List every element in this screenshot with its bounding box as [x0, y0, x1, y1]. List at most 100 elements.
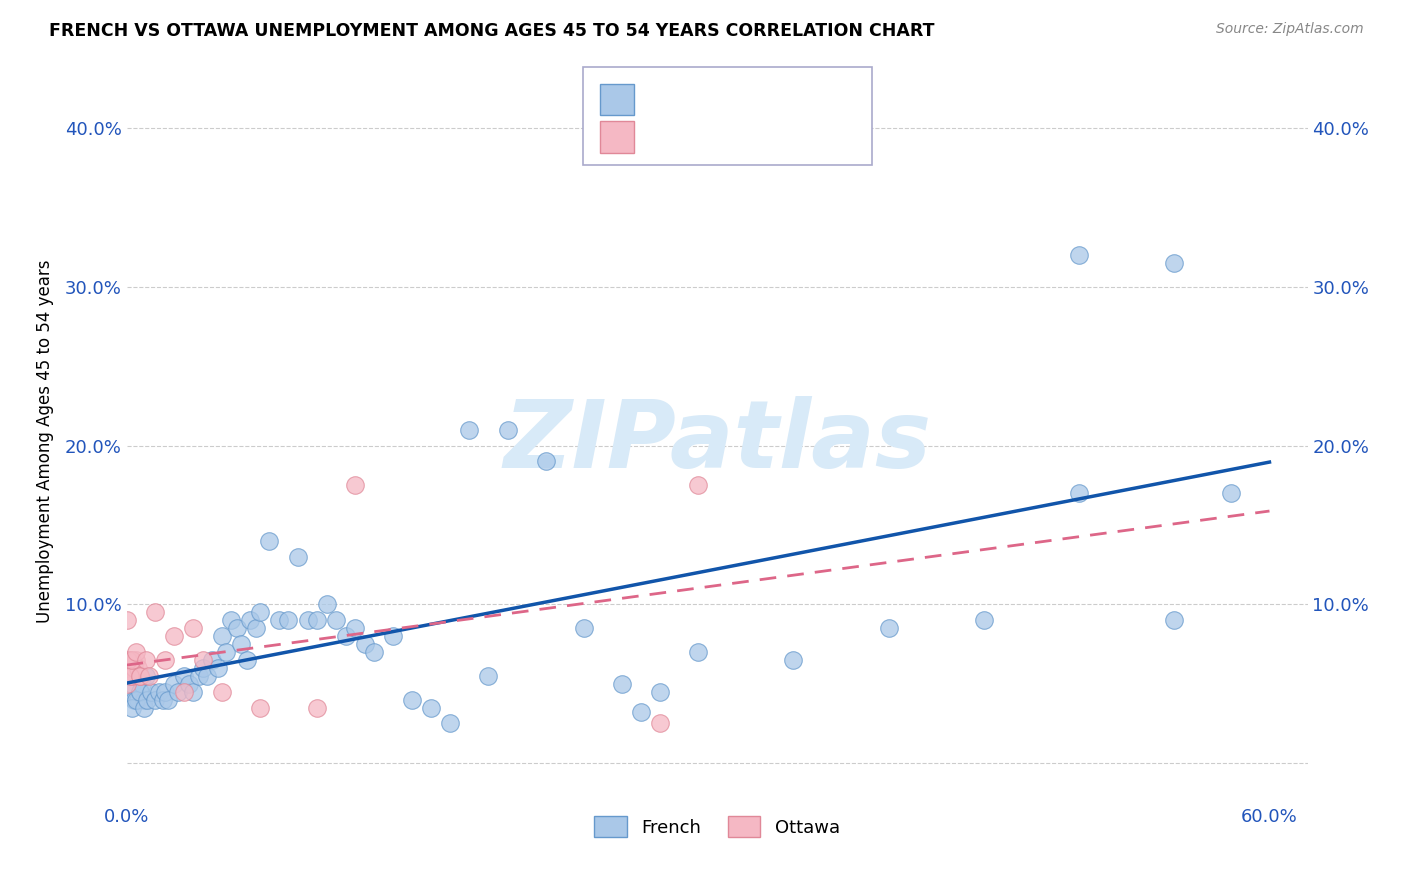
Point	[135, 669, 157, 683]
Point	[120, 684, 142, 698]
Point	[401, 692, 423, 706]
Point	[132, 700, 155, 714]
Point	[195, 669, 218, 683]
Text: FRENCH VS OTTAWA UNEMPLOYMENT AMONG AGES 45 TO 54 YEARS CORRELATION CHART: FRENCH VS OTTAWA UNEMPLOYMENT AMONG AGES…	[49, 22, 935, 40]
Point	[191, 653, 214, 667]
Text: R = -0.044  N = 28: R = -0.044 N = 28	[644, 120, 830, 138]
Point	[534, 454, 557, 468]
Point	[163, 629, 186, 643]
Point	[179, 676, 201, 690]
Point	[572, 621, 595, 635]
Point	[1067, 248, 1090, 262]
Point	[135, 653, 157, 667]
Point	[277, 613, 299, 627]
Y-axis label: Unemployment Among Ages 45 to 54 years: Unemployment Among Ages 45 to 54 years	[35, 260, 53, 624]
Point	[167, 684, 190, 698]
Point	[305, 700, 328, 714]
Point	[128, 669, 150, 683]
Point	[287, 549, 309, 564]
Point	[420, 700, 443, 714]
Point	[458, 423, 481, 437]
Point	[477, 669, 499, 683]
Text: R =  0.462   N = 72: R = 0.462 N = 72	[644, 87, 835, 105]
Point	[127, 692, 149, 706]
Point	[235, 653, 257, 667]
Point	[131, 676, 153, 690]
Point	[267, 613, 290, 627]
Point	[127, 661, 149, 675]
Point	[181, 684, 204, 698]
Point	[191, 661, 214, 675]
Point	[353, 637, 375, 651]
Point	[207, 661, 229, 675]
Point	[973, 613, 995, 627]
Point	[163, 676, 186, 690]
Point	[648, 716, 671, 731]
Point	[187, 669, 209, 683]
Point	[877, 621, 900, 635]
Point	[1163, 256, 1185, 270]
Point	[1163, 613, 1185, 627]
Point	[686, 478, 709, 492]
Point	[122, 692, 145, 706]
Point	[121, 653, 143, 667]
Point	[297, 613, 319, 627]
Point	[245, 621, 267, 635]
Point	[1067, 486, 1090, 500]
Point	[173, 669, 195, 683]
Point	[128, 684, 150, 698]
Point	[181, 621, 204, 635]
Point	[782, 653, 804, 667]
Point	[153, 684, 176, 698]
Point	[115, 613, 138, 627]
Point	[239, 613, 262, 627]
Point	[496, 423, 519, 437]
Point	[120, 669, 142, 683]
Point	[148, 684, 170, 698]
Point	[229, 637, 252, 651]
Point	[143, 692, 166, 706]
Point	[630, 706, 652, 720]
Text: ZIPatlas: ZIPatlas	[503, 395, 931, 488]
Point	[153, 653, 176, 667]
Point	[121, 676, 143, 690]
Point	[221, 613, 243, 627]
Text: Source: ZipAtlas.com: Source: ZipAtlas.com	[1216, 22, 1364, 37]
Point	[344, 478, 367, 492]
Point	[1220, 486, 1243, 500]
Point	[143, 605, 166, 619]
Point	[121, 669, 143, 683]
Point	[120, 653, 142, 667]
Point	[249, 700, 271, 714]
Point	[259, 533, 281, 548]
Point	[121, 700, 143, 714]
Point	[125, 653, 148, 667]
Point	[128, 684, 150, 698]
Point	[132, 692, 155, 706]
Point	[363, 645, 385, 659]
Point	[344, 621, 367, 635]
Point	[117, 661, 139, 675]
Point	[226, 621, 249, 635]
Point	[128, 669, 150, 683]
Point	[117, 653, 139, 667]
Point	[249, 605, 271, 619]
Point	[152, 692, 174, 706]
Point	[125, 645, 148, 659]
Point	[157, 692, 180, 706]
Point	[122, 661, 145, 675]
Point	[115, 676, 138, 690]
Point	[125, 669, 148, 683]
Point	[211, 629, 233, 643]
Point	[648, 684, 671, 698]
Point	[138, 669, 160, 683]
Point	[211, 684, 233, 698]
Point	[305, 613, 328, 627]
Point	[382, 629, 405, 643]
Point	[315, 597, 337, 611]
Point	[136, 692, 159, 706]
Point	[686, 645, 709, 659]
Point	[173, 684, 195, 698]
Point	[214, 645, 236, 659]
Point	[439, 716, 461, 731]
